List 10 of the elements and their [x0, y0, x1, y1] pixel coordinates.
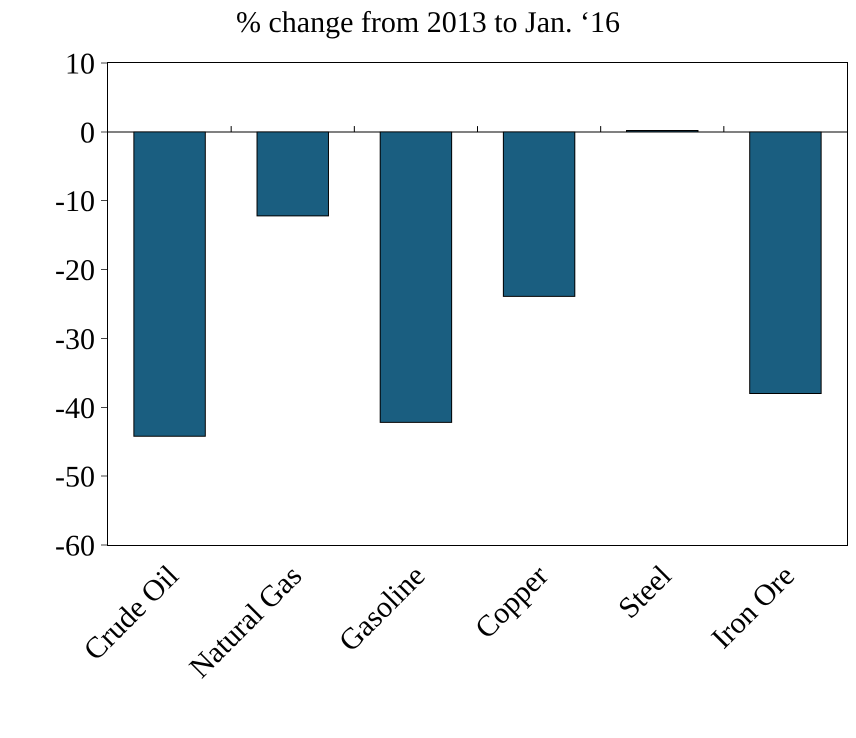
y-tick-label: 10: [65, 48, 95, 80]
y-tick-label: -10: [55, 185, 95, 218]
y-tick-label: -50: [55, 460, 95, 494]
y-tick-label: -60: [55, 530, 95, 562]
y-tick-label: -20: [55, 254, 95, 288]
y-tick-label: 0: [80, 116, 95, 150]
y-tick-label: -30: [55, 322, 95, 356]
chart-title: % change from 2013 to Jan. ‘16: [236, 6, 620, 40]
y-tick-label: -40: [55, 392, 95, 425]
x-tick-label: Iron Ore: [705, 559, 801, 655]
